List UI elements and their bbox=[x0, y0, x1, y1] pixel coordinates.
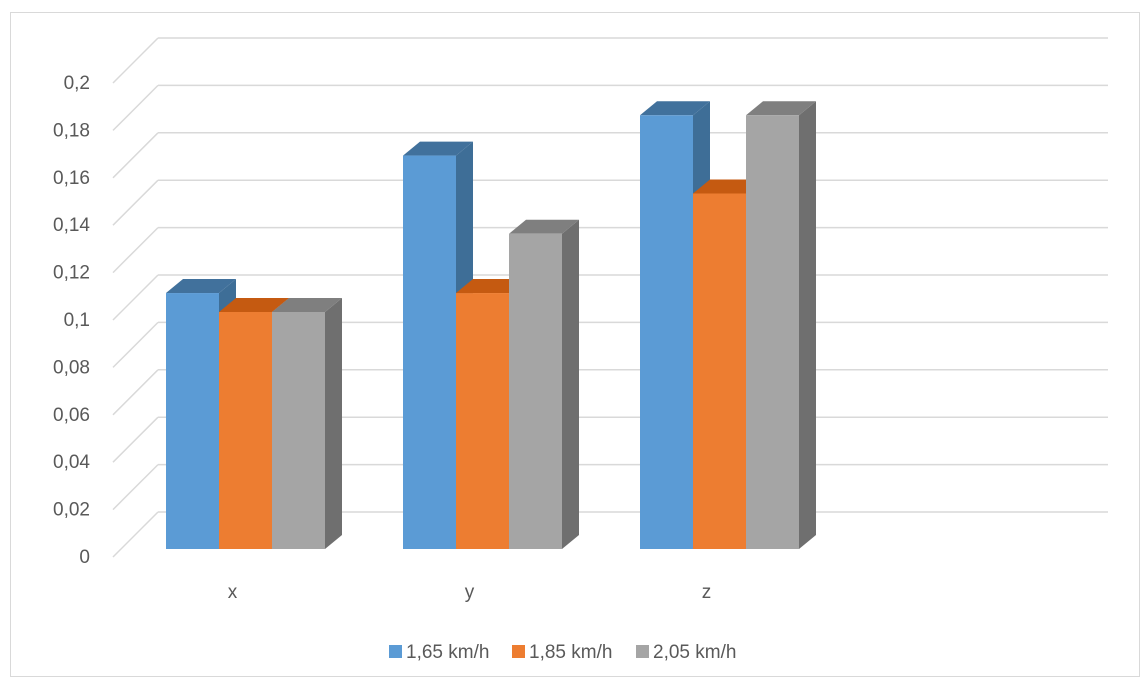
y-tick-label: 0,08 bbox=[53, 357, 90, 378]
x-tick-label: z bbox=[702, 582, 712, 603]
bar-front bbox=[219, 312, 272, 549]
bar-front bbox=[693, 193, 746, 549]
y-tick-label: 0,14 bbox=[53, 215, 90, 236]
y-tick-label: 0 bbox=[79, 547, 90, 568]
gridline-diagonal bbox=[112, 84, 159, 131]
bar-front bbox=[509, 233, 562, 550]
bar-top bbox=[272, 298, 342, 312]
bar-front bbox=[403, 155, 456, 549]
y-axis-ticks: 0 0,02 0,04 0,06 0,08 0,1 0,12 0,14 0,16 0,18 0,2 bbox=[53, 73, 90, 568]
bar bbox=[272, 298, 342, 549]
gridline-diagonal bbox=[112, 464, 159, 511]
bar bbox=[746, 101, 816, 549]
bars bbox=[166, 101, 816, 550]
x-axis-ticks: x y z bbox=[228, 582, 712, 603]
bar-front bbox=[272, 312, 325, 549]
gridline-diagonal bbox=[112, 37, 159, 84]
bar-front bbox=[456, 293, 509, 549]
gridline-diagonal bbox=[112, 369, 159, 416]
chart-frame bbox=[10, 12, 1140, 677]
y-tick-label: 0,18 bbox=[53, 120, 90, 141]
legend-label: 1,65 km/h bbox=[406, 642, 489, 663]
bar bbox=[509, 219, 579, 550]
x-tick-label: x bbox=[228, 582, 238, 603]
gridline-diagonal bbox=[112, 416, 159, 463]
gridline-diagonal bbox=[112, 227, 159, 274]
bar-side bbox=[562, 219, 579, 550]
bar-top bbox=[219, 298, 289, 312]
y-tick-label: 0,2 bbox=[64, 73, 90, 94]
bar-top bbox=[456, 279, 526, 294]
gridline-diagonal bbox=[112, 132, 159, 179]
gridline-diagonal bbox=[112, 321, 159, 368]
bar-top bbox=[746, 101, 816, 116]
gridline-diagonal bbox=[112, 179, 159, 226]
bar-top bbox=[640, 101, 710, 116]
gridline-diagonal bbox=[112, 274, 159, 321]
bar-top bbox=[166, 279, 236, 294]
bar-top bbox=[403, 141, 473, 156]
y-tick-label: 0,02 bbox=[53, 500, 90, 521]
legend-swatch bbox=[636, 645, 649, 658]
bar-front bbox=[640, 115, 693, 549]
bar-top bbox=[693, 179, 763, 194]
legend-swatch bbox=[389, 645, 402, 658]
y-tick-label: 0,06 bbox=[53, 405, 90, 426]
x-tick-label: y bbox=[465, 582, 475, 603]
bar-top bbox=[509, 219, 579, 234]
legend-swatch bbox=[512, 645, 525, 658]
y-tick-label: 0,04 bbox=[53, 452, 90, 473]
y-tick-label: 0,12 bbox=[53, 263, 90, 284]
bar-side bbox=[799, 101, 816, 549]
bar-front bbox=[746, 115, 799, 549]
y-tick-label: 0,16 bbox=[53, 168, 90, 189]
bar-front bbox=[166, 293, 219, 549]
y-tick-label: 0,1 bbox=[64, 310, 90, 331]
legend-label: 1,85 km/h bbox=[529, 642, 612, 663]
gridline-diagonal bbox=[112, 511, 159, 558]
legend: 1,65 km/h 1,85 km/h 2,05 km/h bbox=[389, 642, 736, 663]
bar-side bbox=[325, 298, 342, 549]
legend-label: 2,05 km/h bbox=[653, 642, 736, 663]
